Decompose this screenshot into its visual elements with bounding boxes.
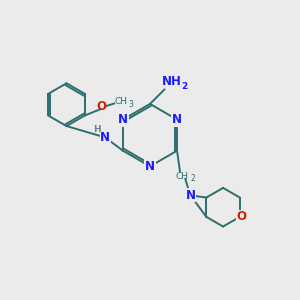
Text: N: N bbox=[172, 113, 182, 126]
Text: 3: 3 bbox=[129, 100, 134, 109]
Text: NH: NH bbox=[162, 75, 182, 88]
Text: N: N bbox=[145, 160, 155, 173]
Text: 2: 2 bbox=[181, 82, 187, 91]
Text: O: O bbox=[96, 100, 106, 113]
Text: N: N bbox=[185, 189, 195, 202]
Text: CH: CH bbox=[176, 172, 189, 181]
Text: N: N bbox=[118, 113, 128, 126]
Text: CH: CH bbox=[115, 98, 128, 106]
Text: H: H bbox=[93, 124, 100, 134]
Text: N: N bbox=[100, 131, 110, 144]
Text: O: O bbox=[236, 210, 246, 224]
Text: 2: 2 bbox=[190, 175, 195, 184]
